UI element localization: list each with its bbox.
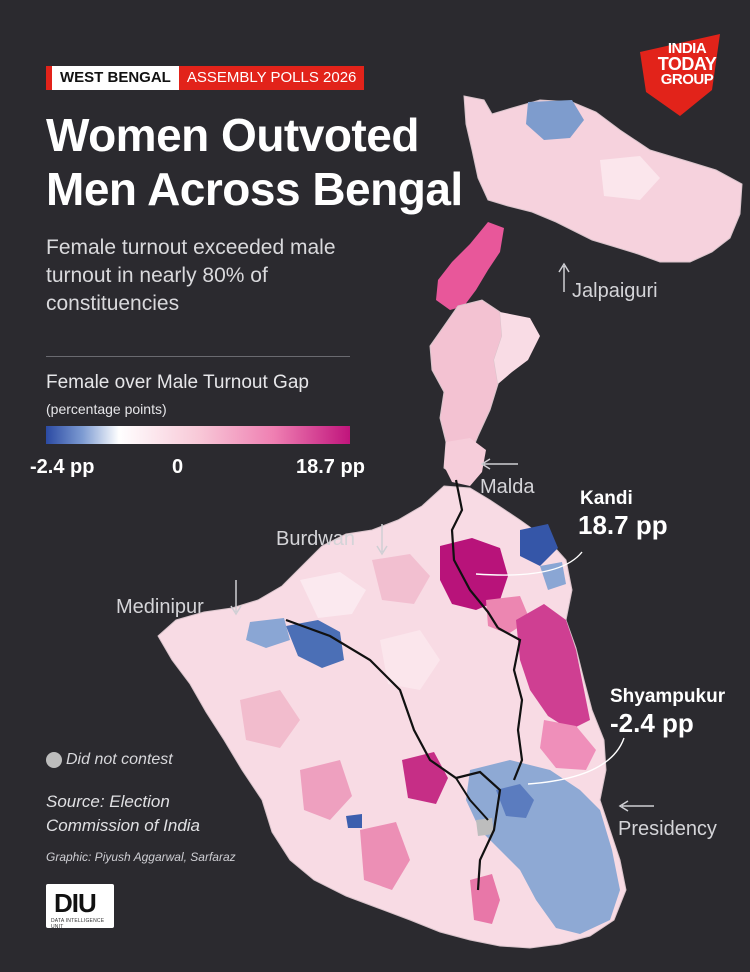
diu-logo-subtext: DATA INTELLIGENCE UNIT: [51, 918, 105, 930]
dakshin-dinajpur-region: [494, 312, 540, 384]
state-tag: WEST BENGAL: [52, 66, 179, 90]
callout-kandi-name: Kandi: [580, 488, 633, 509]
division-border-1: [450, 479, 499, 629]
medinipur-pink-1: [240, 690, 300, 748]
kolkata-dark-blue: [496, 784, 534, 818]
no-contest-swatch: [46, 752, 62, 768]
murshidabad-blue: [520, 524, 558, 566]
corridor-region: [436, 222, 504, 310]
presidency-pink: [540, 720, 596, 770]
medinipur-blue-2: [246, 618, 290, 648]
graphic-credit: Graphic: Piyush Aggarwal, Sarfaraz: [46, 850, 236, 864]
murshidabad-light-blue: [540, 562, 566, 590]
burdwan-patch-3: [380, 630, 440, 690]
division-border-3: [285, 618, 502, 891]
medinipur-pink-2: [300, 760, 352, 820]
logo-line-2: TODAY: [657, 54, 717, 74]
malda-arrow: [480, 458, 518, 470]
region-label-malda: Malda: [480, 476, 535, 498]
kandi-region: [440, 538, 508, 610]
page-subtitle: Female turnout exceeded male turnout in …: [46, 236, 336, 315]
malda-region: [444, 438, 486, 486]
burdwan-patch-1: [300, 572, 366, 618]
region-label-presidency: Presidency: [618, 818, 717, 840]
legend-max-label: 18.7 pp: [296, 456, 365, 478]
medinipur-blue-1: [286, 620, 344, 668]
jalpaiguri-arrow: [558, 262, 570, 292]
north-light-patch: [600, 156, 660, 200]
header-tag-bar: WEST BENGAL ASSEMBLY POLLS 2026: [46, 66, 365, 90]
medinipur-arrow: [230, 580, 242, 616]
callout-shyampukur-name: Shyampukur: [610, 686, 726, 707]
legend-zero-label: 0: [172, 456, 184, 478]
burdwan-arrow: [376, 524, 388, 556]
legend-min-label: -2.4 pp: [30, 456, 95, 478]
legend-color-scale: [46, 426, 350, 444]
legend-title-unit: (percentage points): [46, 401, 167, 417]
diu-logo: DIU DATA INTELLIGENCE UNIT: [46, 884, 114, 930]
presidency-arrow: [618, 800, 654, 812]
presidency-magenta: [516, 604, 590, 730]
legend-divider: [46, 356, 350, 357]
legend-title: Female over Male Turnout Gap (percentage…: [46, 370, 366, 422]
medinipur-blue-spot: [346, 814, 362, 828]
kandi-leader: [475, 551, 583, 576]
page-title: Women Outvoted Men Across Bengal: [46, 109, 463, 215]
india-today-logo: [640, 34, 720, 116]
logo-text: INDIA TODAY GROUP: [646, 40, 728, 88]
logo-line-3: GROUP: [660, 71, 714, 88]
callout-shyampukur-value: -2.4 pp: [610, 708, 694, 738]
region-label-jalpaiguri: Jalpaiguri: [572, 280, 658, 302]
diu-logo-text: DIU: [54, 888, 97, 918]
medinipur-pink-3: [360, 822, 410, 890]
north-blue-patch: [526, 100, 584, 140]
did-not-contest-area: [476, 818, 494, 836]
event-tag: ASSEMBLY POLLS 2026: [178, 66, 365, 90]
callout-kandi-value: 18.7 pp: [578, 510, 668, 540]
legend-title-main: Female over Male Turnout Gap: [46, 372, 309, 393]
tag-accent: [46, 66, 52, 90]
burdwan-patch-2: [372, 554, 430, 604]
source-text: Source: Election Commission of India: [46, 792, 201, 835]
no-contest-label: Did not contest: [66, 751, 173, 768]
division-border-4: [455, 777, 489, 821]
shyampukur-leader: [527, 737, 625, 785]
region-label-medinipur: Medinipur: [116, 596, 204, 618]
region-label-burdwan: Burdwan: [276, 528, 355, 550]
logo-line-1: INDIA: [667, 40, 707, 57]
division-border-2: [497, 627, 524, 781]
